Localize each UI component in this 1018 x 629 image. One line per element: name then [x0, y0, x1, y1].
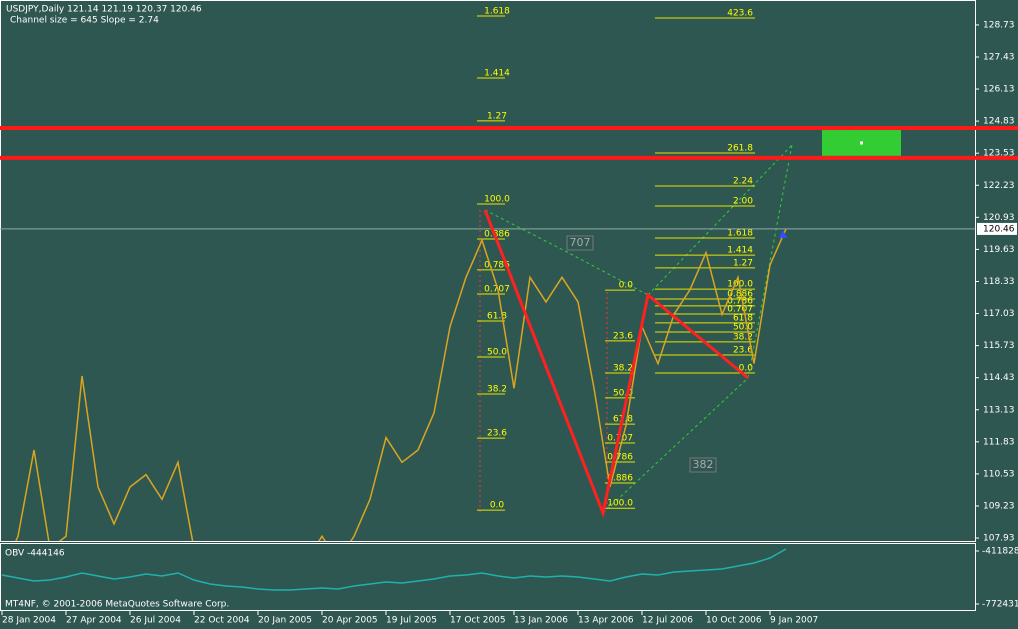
- price-line: [15, 228, 787, 541]
- y-tick-label: -772431: [982, 599, 1018, 609]
- ratio-box: [566, 235, 594, 251]
- y-tick-label: 109.23: [983, 501, 1015, 511]
- y-tick-label: 124.83: [983, 117, 1015, 127]
- trend-dash: [484, 209, 649, 296]
- fib-label: 23.6: [733, 345, 753, 355]
- fib-label: 23.6: [613, 331, 633, 341]
- fib-label: 23.6: [487, 429, 507, 439]
- fib-label: 61.8: [487, 311, 507, 321]
- y-tick-label: 127.43: [983, 52, 1015, 62]
- fib-label: 2.00: [733, 196, 753, 206]
- x-tick-label: 22 Oct 2004: [194, 616, 250, 626]
- fib-label: 0.886: [484, 230, 510, 240]
- obv-plot: [1, 548, 787, 591]
- ratio-box: [689, 457, 717, 473]
- chart-title: USDJPY,Daily 121.14 121.19 120.37 120.46: [6, 5, 202, 15]
- price-line: [1, 548, 787, 591]
- fib-label: 50.0: [487, 347, 507, 357]
- chart-subtitle: Channel size = 645 Slope = 2.74: [10, 16, 159, 26]
- fib-label: 0.886: [607, 474, 633, 484]
- fib-label: 0.707: [484, 285, 510, 295]
- x-tick-label: 20 Apr 2005: [322, 616, 378, 626]
- x-tick-label: 27 Apr 2004: [66, 616, 122, 626]
- x-tick-label: 26 Jul 2004: [130, 616, 181, 626]
- fib-label: 1.618: [727, 229, 753, 239]
- y-tick-label: 117.03: [983, 309, 1015, 319]
- y-tick-label: 113.13: [983, 405, 1015, 415]
- fib-label: 1.618: [484, 7, 510, 17]
- x-tick-label: 20 Jan 2005: [258, 616, 312, 626]
- copyright: MT4NF, © 2001-2006 MetaQuotes Software C…: [5, 600, 229, 610]
- y-tick-label: 110.53: [983, 469, 1015, 479]
- x-tick-label: 17 Oct 2005: [450, 616, 506, 626]
- fib-label: 0.786: [607, 453, 633, 463]
- fib-label: 100.0: [607, 499, 633, 509]
- x-tick-label: 13 Apr 2006: [578, 616, 634, 626]
- obv-title: OBV -444146: [5, 549, 65, 559]
- fib-label: 0.707: [607, 434, 633, 444]
- fib-label: 261.8: [727, 143, 753, 153]
- obv-frame: [0, 543, 976, 611]
- x-tick-label: 10 Oct 2006: [706, 616, 762, 626]
- y-tick-label: 120.93: [983, 213, 1015, 223]
- ratio-label: 707: [570, 236, 591, 249]
- fib-label: 50.0: [613, 388, 633, 398]
- fib-label: 2.24: [733, 177, 753, 187]
- fib-label: 0.886: [727, 289, 753, 299]
- zigzag: [483, 209, 749, 519]
- fib-label: 100.0: [727, 280, 753, 290]
- y-tick-label: 115.73: [983, 341, 1015, 351]
- x-tick-label: 12 Jul 2006: [642, 616, 693, 626]
- x-tick-label: 9 Jan 2007: [770, 616, 818, 626]
- ratio-label: 382: [693, 458, 714, 471]
- y-tick-label: 107.93: [983, 534, 1015, 544]
- fib-label: 1.27: [487, 111, 507, 121]
- fib-label: 0.707: [727, 305, 753, 315]
- arrow-marker: [779, 230, 787, 238]
- fib-label: 0.0: [490, 501, 505, 511]
- x-tick-label: 13 Jan 2006: [514, 616, 568, 626]
- x-tick-label: 28 Jan 2004: [2, 616, 56, 626]
- fib-label: 100.0: [484, 195, 510, 205]
- fib-label: 61.8: [733, 313, 753, 323]
- y-tick-label: 111.83: [983, 437, 1015, 447]
- y-tick-label: 126.13: [983, 85, 1015, 95]
- fib-label: 1.414: [727, 246, 753, 256]
- main-plot: 1.6181.4141.27100.00.8860.7860.70761.850…: [0, 7, 975, 541]
- fib-label: 50.0: [733, 323, 753, 333]
- last-price-box: [977, 222, 1017, 235]
- fib-label: 38.2: [733, 332, 753, 342]
- zone-dot: [860, 141, 863, 145]
- y-tick-label: 122.23: [983, 181, 1015, 191]
- overlay: [483, 130, 901, 519]
- fib-label: 38.2: [613, 364, 633, 374]
- last-price-label: 120.46: [983, 224, 1015, 234]
- y-tick-label: 118.33: [983, 277, 1015, 287]
- x-tick-label: 19 Jul 2005: [386, 616, 437, 626]
- y-tick-label: 114.43: [983, 373, 1015, 383]
- fib-label: 1.414: [484, 68, 510, 78]
- y-tick-label: 123.53: [983, 149, 1015, 159]
- fib-label: 423.6: [727, 9, 753, 19]
- fib-label: 0.786: [727, 296, 753, 306]
- y-tick-label: -411828: [982, 547, 1018, 557]
- y-tick-label: 128.73: [983, 20, 1015, 30]
- fib-label: 0.0: [619, 281, 634, 291]
- main-frame: [0, 0, 976, 542]
- trend-dash: [647, 144, 793, 296]
- fib-label: 1.27: [733, 258, 753, 268]
- fib-label: 0.0: [739, 364, 754, 374]
- fib-label: 38.2: [487, 384, 507, 394]
- fib-label: 0.786: [484, 260, 510, 270]
- y-tick-label: 119.63: [983, 245, 1015, 255]
